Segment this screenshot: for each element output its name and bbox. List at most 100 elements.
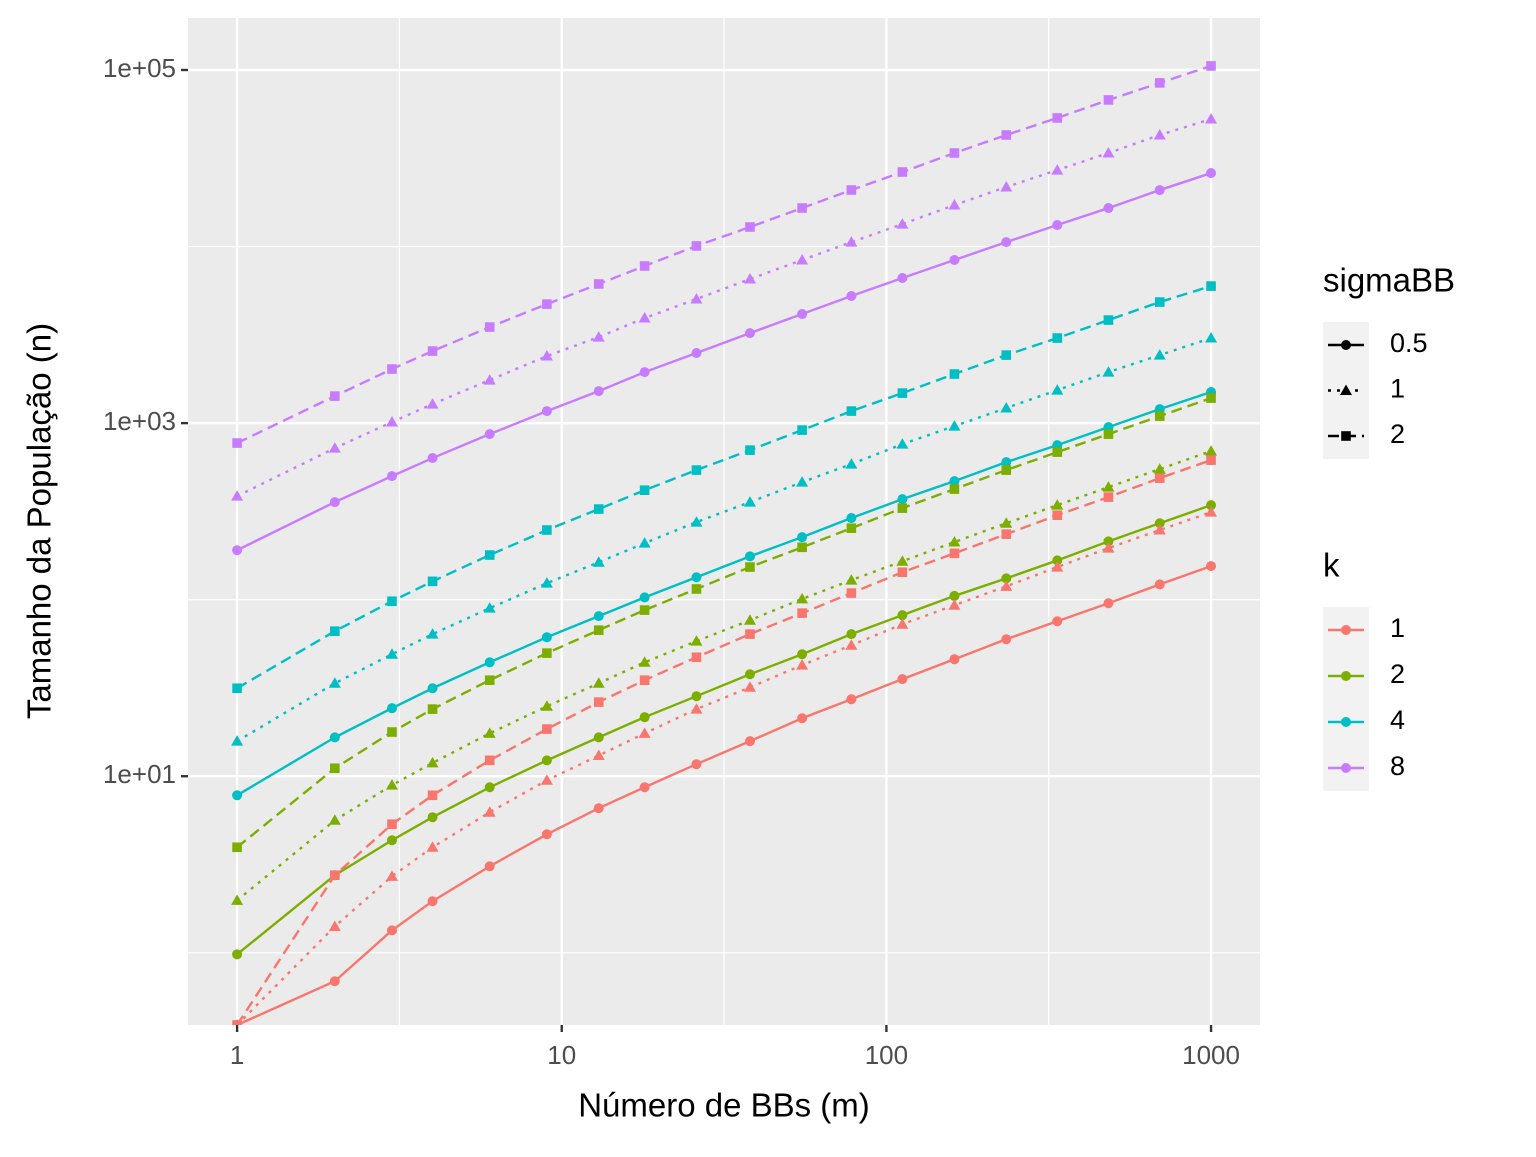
point [897, 610, 908, 621]
point [328, 920, 341, 931]
point [638, 312, 651, 323]
legend-key-point [1341, 625, 1351, 635]
point [387, 364, 397, 374]
point [1103, 429, 1114, 439]
point [387, 819, 397, 829]
point [846, 185, 857, 195]
point [231, 490, 244, 501]
point [540, 577, 553, 588]
point [639, 712, 650, 723]
point [1000, 402, 1013, 413]
legend-key-point [1341, 763, 1351, 773]
point [949, 548, 960, 559]
point [639, 485, 650, 495]
point [691, 691, 702, 702]
point [1102, 481, 1115, 492]
point [329, 976, 340, 987]
point [592, 677, 605, 688]
point [743, 273, 756, 284]
point [330, 870, 340, 881]
point [330, 391, 340, 401]
point [796, 476, 809, 487]
point [897, 167, 908, 177]
point [949, 148, 960, 158]
x-tick-label: 1000 [1182, 1040, 1240, 1070]
point [484, 755, 495, 766]
point [1205, 445, 1218, 456]
point [328, 442, 341, 453]
point [846, 406, 857, 416]
point [1154, 78, 1165, 88]
point [745, 445, 755, 455]
legend-title: k [1323, 547, 1340, 584]
point [896, 618, 909, 629]
point [639, 675, 650, 685]
point [638, 656, 651, 667]
point [542, 525, 552, 535]
point [690, 516, 703, 527]
point [1206, 281, 1216, 291]
point [1052, 447, 1063, 457]
point [743, 681, 756, 692]
point [797, 203, 807, 213]
point [330, 626, 340, 636]
point [1102, 146, 1115, 158]
point [897, 674, 908, 685]
x-tick-label: 1 [230, 1040, 244, 1070]
point [1153, 463, 1166, 474]
point [387, 727, 397, 737]
point [385, 870, 398, 881]
point [1052, 555, 1063, 566]
legend-label: 1 [1390, 374, 1405, 404]
point [387, 596, 397, 607]
point [427, 812, 438, 823]
point [426, 756, 439, 768]
point [744, 551, 755, 562]
point [1205, 506, 1218, 517]
point [744, 328, 755, 339]
point [639, 367, 650, 378]
point [1205, 113, 1218, 124]
point [1052, 113, 1063, 123]
point [427, 576, 438, 587]
point [386, 925, 397, 936]
x-tick-label: 100 [865, 1040, 908, 1070]
point [845, 639, 858, 650]
point [690, 635, 703, 646]
point [593, 732, 604, 743]
point [1206, 61, 1216, 71]
point [1000, 181, 1013, 192]
point [846, 291, 857, 302]
point [1206, 561, 1217, 572]
point [541, 755, 552, 766]
point [948, 199, 961, 210]
point [691, 241, 702, 251]
point [949, 590, 960, 601]
point [427, 790, 438, 801]
point [386, 471, 397, 482]
point [797, 608, 807, 618]
legend-label: 8 [1390, 751, 1405, 781]
point [690, 293, 703, 304]
point [948, 536, 961, 547]
point [1001, 350, 1012, 360]
point [949, 255, 960, 266]
point [1154, 579, 1165, 590]
point [540, 774, 553, 785]
y-tick-label: 1e+03 [103, 406, 176, 436]
point [1206, 393, 1216, 403]
point [1153, 128, 1166, 140]
point [426, 628, 439, 639]
point [1001, 529, 1012, 539]
point [1206, 455, 1216, 465]
point [541, 829, 552, 840]
point [897, 388, 908, 398]
point [328, 677, 341, 688]
point [385, 416, 398, 427]
point [745, 629, 755, 639]
point [426, 841, 439, 852]
point [897, 273, 908, 284]
point [896, 218, 909, 229]
point [845, 458, 858, 469]
point [1001, 573, 1012, 584]
